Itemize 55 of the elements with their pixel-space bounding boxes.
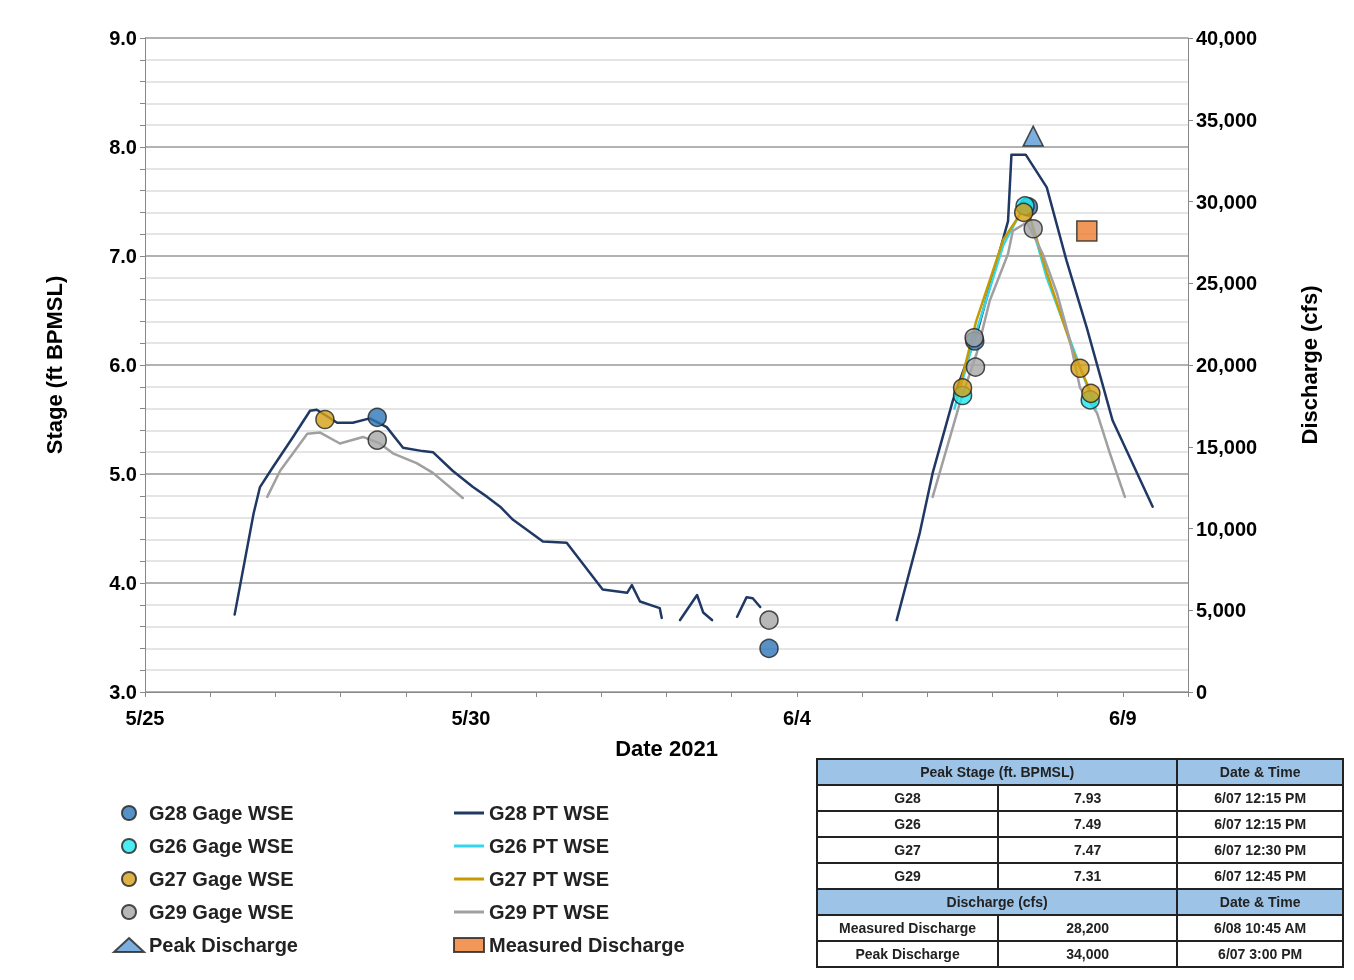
text: Measured Discharge xyxy=(817,915,999,941)
text: 6/07 12:45 PM xyxy=(1177,863,1343,889)
legend-label: Measured Discharge xyxy=(489,934,685,956)
x-tick-label: 6/9 xyxy=(1108,707,1137,729)
text: 6/07 12:15 PM xyxy=(1177,811,1343,837)
text: 6/07 3:00 PM xyxy=(1177,941,1343,967)
text: 28,200 xyxy=(998,915,1178,941)
y-tick-label: 3.0 xyxy=(109,681,137,703)
legend-label: G26 Gage WSE xyxy=(149,835,294,857)
text: 7.49 xyxy=(998,811,1178,837)
y2-tick-label: 40,000 xyxy=(1196,27,1258,49)
text: 6/08 10:45 AM xyxy=(1177,915,1343,941)
y-tick-label: 7.0 xyxy=(109,245,137,267)
legend-label: G28 Gage WSE xyxy=(149,802,294,824)
text: 7.47 xyxy=(998,837,1178,863)
y-tick-label: 5.0 xyxy=(109,463,137,485)
text: Discharge (cfs) xyxy=(817,889,1178,915)
legend-label: Peak Discharge xyxy=(149,934,298,956)
text: 34,000 xyxy=(998,941,1178,967)
y-axis-title: Stage (ft BPMSL) xyxy=(41,275,67,455)
legend-label: G29 Gage WSE xyxy=(149,901,294,923)
y-tick-label: 6.0 xyxy=(109,354,137,376)
y2-tick-label: 10,000 xyxy=(1196,517,1258,540)
y2-axis-title: Discharge (cfs) xyxy=(1296,285,1322,445)
text: Date & Time xyxy=(1177,759,1343,785)
text: 6/07 12:15 PM xyxy=(1177,785,1343,811)
y2-tick-label: 30,000 xyxy=(1196,190,1258,213)
y-tick-label: 4.0 xyxy=(109,572,137,594)
legend-label: G28 PT WSE xyxy=(489,802,610,824)
y2-tick-label: 15,000 xyxy=(1196,435,1258,458)
y2-tick-label: 25,000 xyxy=(1196,272,1258,295)
x-tick-label: 5/25 xyxy=(125,707,165,729)
y2-tick-label: 5,000 xyxy=(1196,599,1247,622)
y-tick-label: 9.0 xyxy=(109,27,137,49)
text: G27 xyxy=(817,837,999,863)
text: Peak Discharge xyxy=(817,941,999,967)
y2-tick-label: 35,000 xyxy=(1196,108,1258,131)
text: G26 xyxy=(817,811,999,837)
text: 7.93 xyxy=(998,785,1178,811)
legend-label: G27 PT WSE xyxy=(489,868,610,890)
text: 7.31 xyxy=(998,863,1178,889)
x-tick-label: 5/30 xyxy=(451,707,491,729)
legend-label: G27 Gage WSE xyxy=(149,868,294,890)
x-tick-label: 6/4 xyxy=(782,707,812,729)
y2-tick-label: 20,000 xyxy=(1196,354,1258,376)
y2-tick-label: 0 xyxy=(1196,681,1208,703)
y-tick-label: 8.0 xyxy=(109,136,137,158)
text: Date & Time xyxy=(1177,889,1343,915)
text: 6/07 12:30 PM xyxy=(1177,837,1343,863)
text: G29 xyxy=(817,863,999,889)
text: Peak Stage (ft. BPMSL) xyxy=(817,759,1178,785)
text: G28 xyxy=(817,785,999,811)
x-axis-title: Date 2021 xyxy=(615,735,718,761)
legend-label: G26 PT WSE xyxy=(489,835,610,857)
legend-label: G29 PT WSE xyxy=(489,901,610,923)
